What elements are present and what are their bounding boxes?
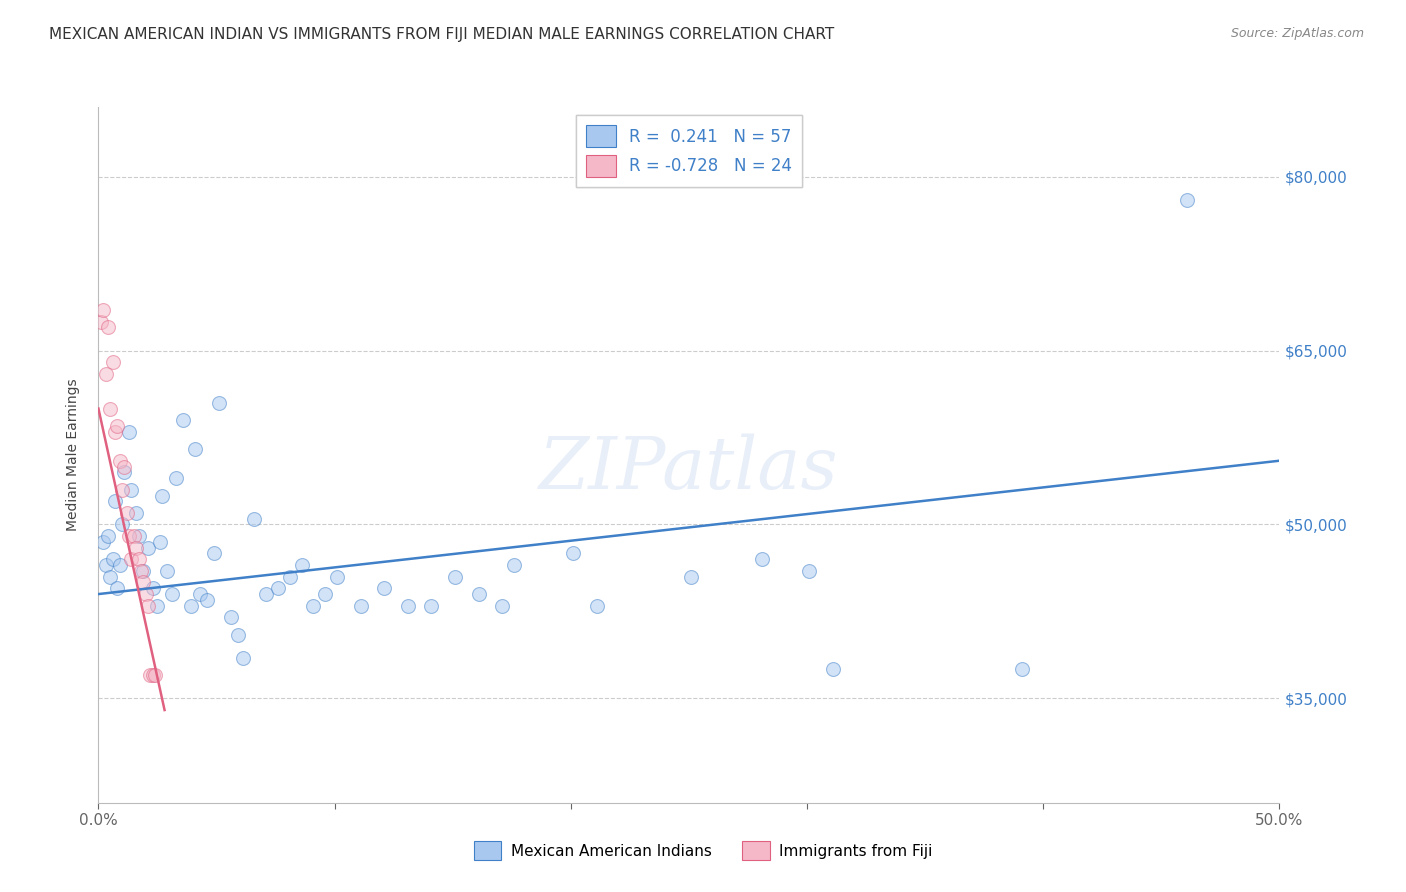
Point	[104, 494, 127, 508]
Y-axis label: Median Male Earnings: Median Male Earnings	[66, 378, 80, 532]
Point	[129, 564, 152, 578]
Point	[267, 582, 290, 596]
Point	[165, 471, 187, 485]
Point	[105, 582, 128, 596]
Point	[111, 483, 134, 497]
Point	[118, 425, 141, 439]
Point	[149, 534, 172, 549]
Point	[585, 599, 607, 613]
Point	[231, 651, 253, 665]
Point	[132, 575, 155, 590]
Point	[108, 558, 131, 573]
Point	[562, 546, 585, 560]
Point	[156, 564, 179, 578]
Point	[136, 541, 159, 555]
Legend: R =  0.241   N = 57, R = -0.728   N = 24: R = 0.241 N = 57, R = -0.728 N = 24	[576, 115, 801, 186]
Point	[97, 529, 120, 543]
Point	[91, 303, 114, 318]
Point	[98, 401, 121, 416]
Point	[1011, 662, 1033, 676]
Point	[125, 541, 148, 555]
Point	[118, 529, 141, 543]
Point	[101, 355, 124, 369]
Point	[396, 599, 419, 613]
Point	[799, 564, 821, 578]
Point	[1175, 193, 1198, 207]
Point	[94, 558, 117, 573]
Point	[326, 569, 349, 583]
Point	[373, 582, 395, 596]
Point	[98, 569, 121, 583]
Text: ZIPatlas: ZIPatlas	[538, 434, 839, 504]
Point	[243, 511, 266, 525]
Point	[314, 587, 336, 601]
Point	[226, 628, 249, 642]
Point	[128, 552, 150, 566]
Point	[503, 558, 526, 573]
Point	[467, 587, 489, 601]
Point	[101, 552, 124, 566]
Point	[132, 564, 155, 578]
Point	[202, 546, 225, 560]
Point	[278, 569, 301, 583]
Point	[112, 459, 135, 474]
Point	[821, 662, 844, 676]
Point	[97, 320, 120, 334]
Point	[444, 569, 467, 583]
Point	[302, 599, 325, 613]
Point	[208, 396, 231, 410]
Point	[142, 582, 165, 596]
Point	[143, 668, 166, 682]
Point	[104, 425, 127, 439]
Point	[108, 453, 131, 467]
Point	[491, 599, 513, 613]
Point	[219, 610, 242, 624]
Point	[150, 488, 173, 502]
Point	[94, 367, 117, 381]
Legend: Mexican American Indians, Immigrants from Fiji: Mexican American Indians, Immigrants fro…	[468, 835, 938, 866]
Point	[254, 587, 277, 601]
Point	[121, 483, 143, 497]
Point	[188, 587, 211, 601]
Point	[90, 315, 112, 329]
Point	[115, 506, 138, 520]
Point	[91, 534, 114, 549]
Point	[136, 599, 159, 613]
Point	[125, 506, 148, 520]
Point	[142, 668, 165, 682]
Point	[139, 668, 162, 682]
Point	[128, 529, 150, 543]
Point	[122, 529, 145, 543]
Point	[111, 517, 134, 532]
Point	[180, 599, 202, 613]
Point	[681, 569, 703, 583]
Point	[751, 552, 773, 566]
Point	[195, 592, 218, 607]
Point	[112, 466, 135, 480]
Point	[160, 587, 183, 601]
Point	[420, 599, 443, 613]
Point	[135, 587, 157, 601]
Point	[146, 599, 169, 613]
Point	[184, 442, 207, 457]
Point	[290, 558, 312, 573]
Point	[105, 419, 128, 434]
Text: MEXICAN AMERICAN INDIAN VS IMMIGRANTS FROM FIJI MEDIAN MALE EARNINGS CORRELATION: MEXICAN AMERICAN INDIAN VS IMMIGRANTS FR…	[49, 27, 834, 42]
Point	[349, 599, 371, 613]
Text: Source: ZipAtlas.com: Source: ZipAtlas.com	[1230, 27, 1364, 40]
Point	[172, 413, 194, 427]
Point	[121, 552, 143, 566]
